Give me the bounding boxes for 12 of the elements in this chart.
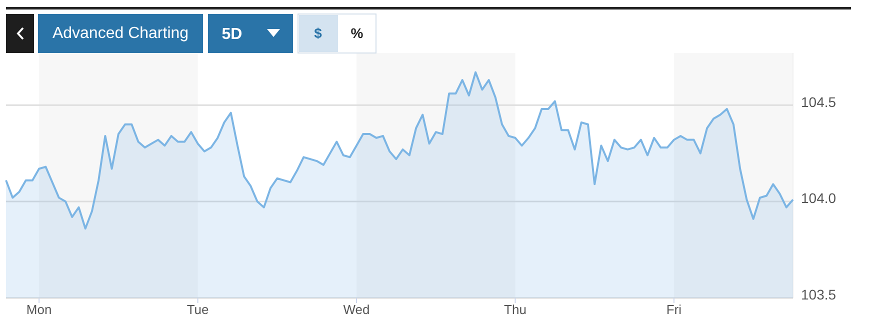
y-tick-label: 103.5 — [801, 286, 836, 303]
x-tick-label: Tue — [186, 302, 209, 317]
y-tick-label: 104.0 — [801, 190, 836, 206]
text: Advanced Charting — [52, 25, 189, 42]
x-tick-label: Wed — [343, 302, 370, 317]
x-tick-label: Fri — [666, 302, 682, 317]
text: % — [350, 25, 364, 41]
text: $ — [314, 25, 322, 41]
x-tick-label: Thu — [504, 302, 526, 317]
x-tick-label: Mon — [26, 302, 52, 317]
text: 5D — [222, 26, 242, 43]
y-tick-label: 104.5 — [801, 94, 836, 110]
